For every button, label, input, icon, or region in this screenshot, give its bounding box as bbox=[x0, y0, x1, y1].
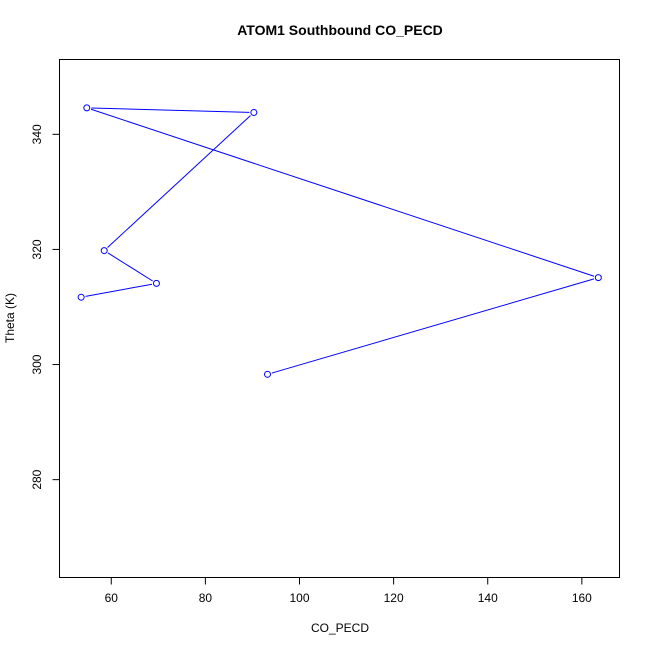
y-axis-label: Theta (K) bbox=[3, 293, 17, 343]
x-tick-label: 60 bbox=[105, 591, 119, 605]
data-point bbox=[83, 104, 91, 112]
series-segment bbox=[107, 115, 251, 248]
x-tick-label: 80 bbox=[199, 591, 213, 605]
data-point bbox=[77, 293, 85, 301]
y-tick-label: 340 bbox=[30, 124, 44, 144]
data-point bbox=[250, 108, 258, 116]
x-tick-label: 100 bbox=[289, 591, 309, 605]
y-axis: 280 300 320 340 bbox=[30, 124, 60, 490]
data-point bbox=[100, 247, 108, 255]
y-tick-label: 300 bbox=[30, 354, 44, 374]
y-tick-label: 280 bbox=[30, 469, 44, 489]
y-tick-label: 320 bbox=[30, 239, 44, 259]
chart-title: ATOM1 Southbound CO_PECD bbox=[237, 22, 443, 38]
data-point bbox=[264, 370, 271, 378]
x-axis: 60 80 100 120 140 160 bbox=[105, 577, 592, 605]
x-tick-label: 160 bbox=[572, 591, 592, 605]
series-segment bbox=[90, 108, 595, 277]
series-segment bbox=[107, 252, 153, 282]
series-segment bbox=[91, 107, 250, 113]
series-segment bbox=[271, 278, 595, 374]
series-layer bbox=[77, 104, 602, 378]
x-tick-label: 120 bbox=[384, 591, 404, 605]
x-tick-label: 140 bbox=[478, 591, 498, 605]
data-point bbox=[594, 274, 602, 282]
plot-area-box bbox=[59, 59, 620, 578]
data-point bbox=[152, 279, 160, 287]
x-axis-label: CO_PECD bbox=[311, 621, 369, 635]
series-segment bbox=[85, 283, 153, 297]
